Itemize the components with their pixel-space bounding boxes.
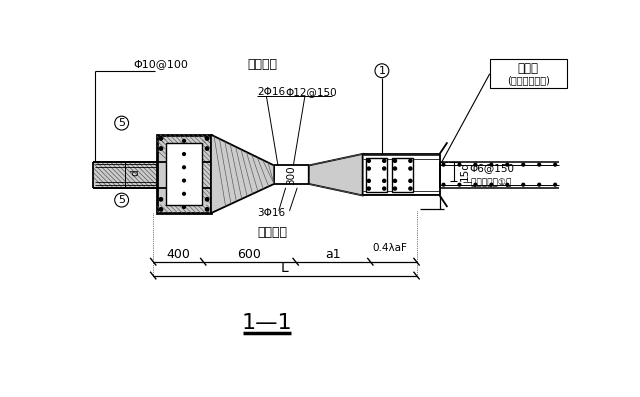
- Circle shape: [554, 183, 557, 186]
- Bar: [392, 158, 413, 192]
- Circle shape: [383, 179, 386, 182]
- Circle shape: [367, 187, 371, 190]
- Circle shape: [383, 187, 386, 190]
- Circle shape: [159, 208, 163, 211]
- Circle shape: [383, 167, 386, 170]
- Text: Φ12@150: Φ12@150: [285, 87, 337, 97]
- Text: d: d: [131, 170, 141, 176]
- Circle shape: [409, 187, 412, 190]
- Circle shape: [458, 163, 461, 166]
- Text: 防护区内: 防护区内: [257, 226, 287, 239]
- Polygon shape: [157, 135, 211, 213]
- Circle shape: [394, 179, 397, 182]
- Circle shape: [367, 167, 371, 170]
- Circle shape: [383, 159, 386, 162]
- Circle shape: [182, 206, 186, 208]
- Circle shape: [394, 187, 397, 190]
- Polygon shape: [211, 135, 274, 213]
- Circle shape: [506, 163, 509, 166]
- Circle shape: [506, 183, 509, 186]
- Circle shape: [538, 163, 541, 166]
- Text: —纵向间距同①筋: —纵向间距同①筋: [463, 179, 512, 188]
- Text: 3Φ16: 3Φ16: [257, 208, 285, 218]
- Text: Φ10@100: Φ10@100: [133, 60, 188, 69]
- Circle shape: [394, 159, 397, 162]
- Circle shape: [367, 179, 371, 182]
- Text: 2Φ16: 2Φ16: [257, 87, 285, 97]
- Circle shape: [205, 137, 209, 140]
- Circle shape: [474, 183, 477, 186]
- Circle shape: [182, 179, 186, 182]
- Circle shape: [409, 179, 412, 182]
- Text: 1—1: 1—1: [241, 313, 292, 333]
- Circle shape: [159, 198, 163, 201]
- Circle shape: [159, 147, 163, 150]
- Circle shape: [458, 183, 461, 186]
- Circle shape: [474, 163, 477, 166]
- Circle shape: [522, 163, 525, 166]
- Circle shape: [205, 147, 209, 150]
- Circle shape: [490, 183, 493, 186]
- Text: a1: a1: [325, 247, 341, 260]
- Polygon shape: [93, 162, 157, 188]
- Circle shape: [159, 137, 163, 140]
- Text: 400: 400: [166, 247, 190, 260]
- Circle shape: [409, 159, 412, 162]
- Text: 600: 600: [237, 247, 261, 260]
- Circle shape: [522, 183, 525, 186]
- Bar: [365, 158, 387, 192]
- Circle shape: [182, 193, 186, 195]
- Bar: [166, 143, 202, 205]
- Circle shape: [394, 167, 397, 170]
- Circle shape: [182, 153, 186, 156]
- Text: 墙体筒: 墙体筒: [518, 62, 539, 75]
- Text: 1: 1: [378, 66, 385, 76]
- Circle shape: [554, 163, 557, 166]
- Text: 防护区外: 防护区外: [248, 58, 278, 71]
- Circle shape: [205, 198, 209, 201]
- Text: 5: 5: [118, 195, 125, 205]
- Text: 5: 5: [118, 118, 125, 128]
- Text: 300: 300: [286, 165, 296, 185]
- Circle shape: [367, 159, 371, 162]
- Circle shape: [538, 183, 541, 186]
- Text: L: L: [281, 261, 289, 275]
- Bar: [490, 59, 566, 89]
- Polygon shape: [308, 154, 363, 195]
- Circle shape: [182, 166, 186, 169]
- Circle shape: [490, 163, 493, 166]
- Circle shape: [409, 167, 412, 170]
- Circle shape: [442, 183, 445, 186]
- Circle shape: [205, 208, 209, 211]
- Circle shape: [442, 163, 445, 166]
- Text: 0.4λaF: 0.4λaF: [372, 243, 408, 253]
- Text: (由单项工程定): (由单项工程定): [507, 75, 550, 85]
- Text: Φ6@150: Φ6@150: [469, 163, 514, 173]
- Text: 15d: 15d: [460, 161, 470, 181]
- Circle shape: [182, 139, 186, 142]
